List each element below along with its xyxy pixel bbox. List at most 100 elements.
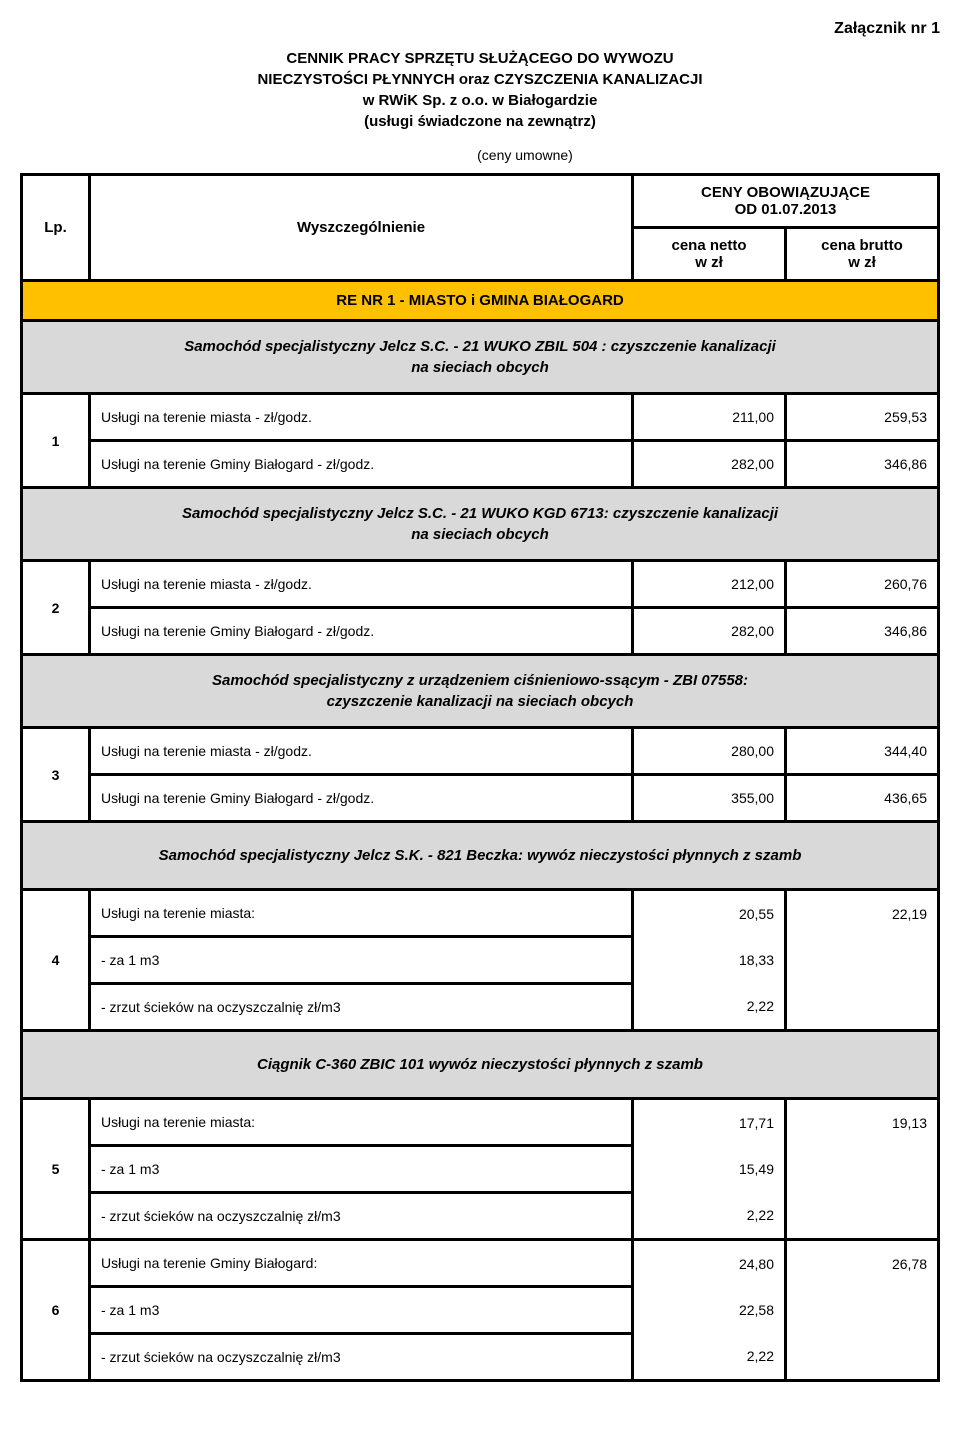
r5b-label: - za 1 m3: [90, 1146, 633, 1193]
title-line-4: (usługi świadczone na zewnątrz): [364, 113, 596, 130]
r5c-label: - zrzut ścieków na oczyszczalnię zł/m3: [90, 1193, 633, 1240]
prices-title: CENY OBOWIĄZUJĄCE: [701, 184, 870, 201]
r3a-label: Usługi na terenie miasta - zł/godz.: [90, 728, 633, 775]
title-line-3: w RWiK Sp. z o.o. w Białogardzie: [363, 92, 598, 109]
header-net: cena netto w zł: [633, 228, 786, 281]
r4c-gross: [786, 984, 939, 1031]
gross-label: cena brutto: [821, 237, 903, 254]
price-table: Lp. Wyszczególnienie CENY OBOWIĄZUJĄCE O…: [20, 173, 940, 1382]
lp-6: 6: [22, 1240, 90, 1381]
lp-2: 2: [22, 561, 90, 655]
r6c-label: - zrzut ścieków na oczyszczalnię zł/m3: [90, 1334, 633, 1381]
subtitle: (ceny umowne): [20, 147, 940, 163]
r4a-net: 20,55: [633, 890, 786, 937]
vehicle-3-line-2: czyszczenie kanalizacji na sieciach obcy…: [327, 693, 634, 710]
r6c-gross: [786, 1334, 939, 1381]
table-row: - za 1 m3 15,49: [22, 1146, 939, 1193]
r1b-label: Usługi na terenie Gminy Białogard - zł/g…: [90, 441, 633, 488]
table-row: - zrzut ścieków na oczyszczalnię zł/m3 2…: [22, 984, 939, 1031]
table-header-row-1: Lp. Wyszczególnienie CENY OBOWIĄZUJĄCE O…: [22, 175, 939, 228]
vehicle-5-title: Ciągnik C-360 ZBIC 101 wywóz nieczystośc…: [22, 1031, 939, 1099]
r2b-label: Usługi na terenie Gminy Białogard - zł/g…: [90, 608, 633, 655]
r6a-net: 24,80: [633, 1240, 786, 1287]
lp-1: 1: [22, 394, 90, 488]
r5b-net: 15,49: [633, 1146, 786, 1193]
r5a-label: Usługi na terenie miasta:: [90, 1099, 633, 1146]
main-title: CENNIK PRACY SPRZĘTU SŁUŻĄCEGO DO WYWOZU…: [20, 48, 940, 132]
r6c-net: 2,22: [633, 1334, 786, 1381]
table-row: - zrzut ścieków na oczyszczalnię zł/m3 2…: [22, 1334, 939, 1381]
r1b-net: 282,00: [633, 441, 786, 488]
title-line-2: NIECZYSTOŚCI PŁYNNYCH oraz CZYSZCZENIA K…: [257, 71, 702, 88]
r2a-gross: 260,76: [786, 561, 939, 608]
vehicle-header-5: Ciągnik C-360 ZBIC 101 wywóz nieczystośc…: [22, 1031, 939, 1099]
r3b-gross: 436,65: [786, 775, 939, 822]
vehicle-header-3: Samochód specjalistyczny z urządzeniem c…: [22, 655, 939, 728]
r3b-net: 355,00: [633, 775, 786, 822]
r3b-label: Usługi na terenie Gminy Białogard - zł/g…: [90, 775, 633, 822]
header-prices-title: CENY OBOWIĄZUJĄCE OD 01.07.2013: [633, 175, 939, 228]
r5c-gross: [786, 1193, 939, 1240]
table-row: Usługi na terenie Gminy Białogard - zł/g…: [22, 775, 939, 822]
r1a-label: Usługi na terenie miasta - zł/godz.: [90, 394, 633, 441]
table-row: - zrzut ścieków na oczyszczalnię zł/m3 2…: [22, 1193, 939, 1240]
r1a-gross: 259,53: [786, 394, 939, 441]
r2b-net: 282,00: [633, 608, 786, 655]
r4b-label: - za 1 m3: [90, 937, 633, 984]
table-row: 6 Usługi na terenie Gminy Białogard: 24,…: [22, 1240, 939, 1287]
header-desc: Wyszczególnienie: [90, 175, 633, 281]
prices-date: OD 01.07.2013: [735, 201, 837, 218]
table-row: Usługi na terenie Gminy Białogard - zł/g…: [22, 608, 939, 655]
r4c-label: - zrzut ścieków na oczyszczalnię zł/m3: [90, 984, 633, 1031]
r1a-net: 211,00: [633, 394, 786, 441]
lp-3: 3: [22, 728, 90, 822]
r2b-gross: 346,86: [786, 608, 939, 655]
vehicle-2-line-1: Samochód specjalistyczny Jelcz S.C. - 21…: [182, 505, 778, 522]
table-row: - za 1 m3 18,33: [22, 937, 939, 984]
net-unit: w zł: [695, 254, 723, 271]
table-row: 1 Usługi na terenie miasta - zł/godz. 21…: [22, 394, 939, 441]
r4c-net: 2,22: [633, 984, 786, 1031]
r6b-gross: [786, 1287, 939, 1334]
r6b-net: 22,58: [633, 1287, 786, 1334]
r4a-label: Usługi na terenie miasta:: [90, 890, 633, 937]
r3a-gross: 344,40: [786, 728, 939, 775]
header-gross: cena brutto w zł: [786, 228, 939, 281]
table-row: 4 Usługi na terenie miasta: 20,55 22,19: [22, 890, 939, 937]
vehicle-1-line-1: Samochód specjalistyczny Jelcz S.C. - 21…: [184, 338, 776, 355]
r2a-net: 212,00: [633, 561, 786, 608]
net-label: cena netto: [671, 237, 746, 254]
vehicle-4-line-1: Samochód specjalistyczny Jelcz S.K. - 82…: [159, 847, 802, 864]
vehicle-2-line-2: na sieciach obcych: [411, 526, 549, 543]
table-row: Usługi na terenie Gminy Białogard - zł/g…: [22, 441, 939, 488]
title-line-1: CENNIK PRACY SPRZĘTU SŁUŻĄCEGO DO WYWOZU: [286, 50, 673, 67]
attachment-label: Załącznik nr 1: [20, 20, 940, 38]
lp-5: 5: [22, 1099, 90, 1240]
region-row: RE NR 1 - MIASTO i GMINA BIAŁOGARD: [22, 281, 939, 321]
gross-unit: w zł: [848, 254, 876, 271]
r4b-net: 18,33: [633, 937, 786, 984]
r5b-gross: [786, 1146, 939, 1193]
r4b-gross: [786, 937, 939, 984]
vehicle-3-line-1: Samochód specjalistyczny z urządzeniem c…: [212, 672, 748, 689]
vehicle-1-line-2: na sieciach obcych: [411, 359, 549, 376]
vehicle-header-1: Samochód specjalistyczny Jelcz S.C. - 21…: [22, 321, 939, 394]
vehicle-1-title: Samochód specjalistyczny Jelcz S.C. - 21…: [22, 321, 939, 394]
table-row: - za 1 m3 22,58: [22, 1287, 939, 1334]
r5a-gross: 19,13: [786, 1099, 939, 1146]
table-row: 2 Usługi na terenie miasta - zł/godz. 21…: [22, 561, 939, 608]
r1b-gross: 346,86: [786, 441, 939, 488]
table-row: 3 Usługi na terenie miasta - zł/godz. 28…: [22, 728, 939, 775]
r6a-label: Usługi na terenie Gminy Białogard:: [90, 1240, 633, 1287]
table-row: 5 Usługi na terenie miasta: 17,71 19,13: [22, 1099, 939, 1146]
vehicle-4-title: Samochód specjalistyczny Jelcz S.K. - 82…: [22, 822, 939, 890]
r5a-net: 17,71: [633, 1099, 786, 1146]
vehicle-5-line-1: Ciągnik C-360 ZBIC 101 wywóz nieczystośc…: [257, 1056, 703, 1073]
vehicle-header-2: Samochód specjalistyczny Jelcz S.C. - 21…: [22, 488, 939, 561]
r6a-gross: 26,78: [786, 1240, 939, 1287]
r2a-label: Usługi na terenie miasta - zł/godz.: [90, 561, 633, 608]
vehicle-3-title: Samochód specjalistyczny z urządzeniem c…: [22, 655, 939, 728]
r5c-net: 2,22: [633, 1193, 786, 1240]
vehicle-header-4: Samochód specjalistyczny Jelcz S.K. - 82…: [22, 822, 939, 890]
r4a-gross: 22,19: [786, 890, 939, 937]
